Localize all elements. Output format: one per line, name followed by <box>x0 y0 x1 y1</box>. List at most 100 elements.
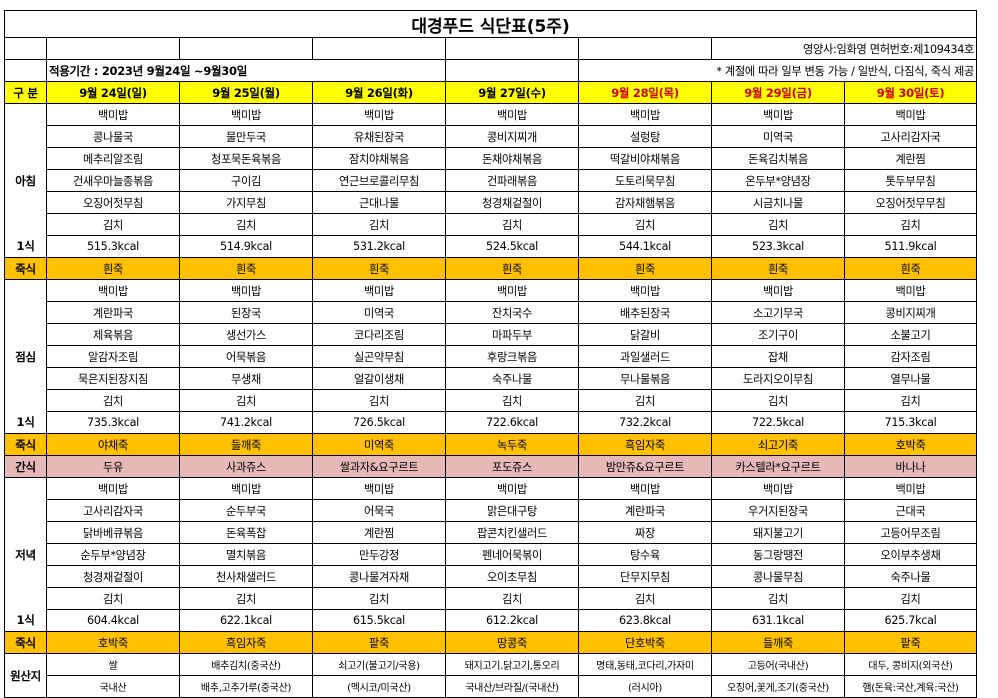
menu-item: 백미밥 <box>578 279 712 302</box>
meal-label <box>4 147 47 170</box>
header-row: 구 분 9월 24일(일) 9월 25일(월) 9월 26일(화) 9월 27일… <box>4 81 978 104</box>
meal-label <box>4 367 47 390</box>
menu-item: 김치 <box>179 587 313 610</box>
menu-item: 동그랑땡전 <box>711 543 845 566</box>
porridge-row: 죽식 야채죽 들깨죽 미역죽 녹두죽 흑임자죽 쇠고기죽 호박죽 <box>4 433 978 456</box>
menu-item: 닭바베큐볶음 <box>46 521 180 544</box>
menu-item: 콩나물국 <box>46 125 180 148</box>
porridge-row-item: 흰죽 <box>179 257 313 280</box>
menu-item-row: 김치 김치 김치 김치 김치 김치 김치 <box>4 213 978 236</box>
menu-item: 김치 <box>46 389 180 412</box>
menu-item: 후랑크볶음 <box>445 345 579 368</box>
menu-item: 백미밥 <box>578 103 712 126</box>
meal-label <box>4 477 47 500</box>
origin-item: 쇠고기(불고기/국용) <box>312 653 446 676</box>
menu-item-row: 김치 김치 김치 김치 김치 김치 김치 <box>4 389 978 412</box>
porridge-row: 죽식 호박죽 흑임자죽 팥죽 땅콩죽 단호박죽 들깨죽 팥죽 <box>4 631 978 654</box>
snack-row-item: 두유 <box>46 455 180 478</box>
porridge-row-item: 호박죽 <box>843 433 978 456</box>
menu-item: 오이초무침 <box>445 565 579 588</box>
menu-item: 단무지무침 <box>578 565 712 588</box>
menu-item: 계란찜 <box>312 521 446 544</box>
menu-item: 순두부*양념장 <box>46 543 180 566</box>
kcal-value: 524.5kcal <box>445 235 579 258</box>
porridge-row-item: 흑임자죽 <box>179 631 313 654</box>
menu-item: 어묵볶음 <box>179 345 313 368</box>
kcal-value: 514.9kcal <box>179 235 313 258</box>
kcal-value: 631.1kcal <box>711 609 845 632</box>
snack-row-item: 포도쥬스 <box>445 455 579 478</box>
menu-item: 무나물볶음 <box>578 367 712 390</box>
menu-item: 소고기무국 <box>711 301 845 324</box>
menu-item: 백미밥 <box>179 477 313 500</box>
kcal-value: 726.5kcal <box>312 411 446 434</box>
menu-item: 돈채야채볶음 <box>445 147 579 170</box>
menu-item: 계란파국 <box>46 301 180 324</box>
menu-item: 시금치나물 <box>711 191 845 214</box>
menu-item: 김치 <box>312 389 446 412</box>
menu-item: 오이부추생채 <box>843 543 978 566</box>
menu-item: 코다리조림 <box>312 323 446 346</box>
menu-item: 맑은대구탕 <box>445 499 579 522</box>
kcal-value: 544.1kcal <box>578 235 712 258</box>
menu-item: 설렁탕 <box>578 125 712 148</box>
menu-item: 콩비지찌개 <box>843 301 978 324</box>
menu-item: 백미밥 <box>843 103 978 126</box>
menu-item: 닭갈비 <box>578 323 712 346</box>
menu-item: 백미밥 <box>711 477 845 500</box>
menu-item-row: 계란파국 된장국 미역국 잔치국수 배추된장국 소고기무국 콩비지찌개 <box>4 301 978 324</box>
porridge-row-label: 죽식 <box>4 631 47 654</box>
origin-item: 고등어(국내산) <box>711 653 845 676</box>
day-header: 9월 30일(토) <box>843 81 978 104</box>
menu-item: 김치 <box>46 587 180 610</box>
porridge-row-item: 미역죽 <box>312 433 446 456</box>
porridge-row-item: 들깨죽 <box>711 631 845 654</box>
kcal-value: 511.9kcal <box>843 235 978 258</box>
menu-item: 펜네어묵볶이 <box>445 543 579 566</box>
menu-item: 소불고기 <box>843 323 978 346</box>
origin-item: (멕시코/미국산) <box>312 675 446 698</box>
menu-item: 멸치볶음 <box>179 543 313 566</box>
menu-item: 고사리감자국 <box>46 499 180 522</box>
kcal-label: 1식 <box>4 609 47 632</box>
menu-item: 백미밥 <box>312 103 446 126</box>
menu-item: 김치 <box>578 213 712 236</box>
porridge-row-item: 흑임자죽 <box>578 433 712 456</box>
menu-item: 백미밥 <box>46 279 180 302</box>
kcal-value: 523.3kcal <box>711 235 845 258</box>
menu-item-row: 청경채겉절이 천사채샐러드 콩나물겨자채 오이초무침 단무지무침 콩나물무침 숙주나물 <box>4 565 978 588</box>
menu-item: 김치 <box>179 389 313 412</box>
menu-item-row: 고사리감자국 순두부국 어묵국 맑은대구탕 계란파국 우거지된장국 근대국 <box>4 499 978 522</box>
menu-item: 김치 <box>843 389 978 412</box>
porridge-row-item: 흰죽 <box>445 257 579 280</box>
day-header: 9월 29일(금) <box>711 81 845 104</box>
kcal-row: 1식 735.3kcal 741.2kcal 726.5kcal 722.6kcal 73… <box>4 411 978 434</box>
menu-item: 김치 <box>445 587 579 610</box>
menu-item: 백미밥 <box>843 279 978 302</box>
menu-item: 메추리알조림 <box>46 147 180 170</box>
origin-item: 배추,고추가루(중국산) <box>179 675 313 698</box>
menu-item: 연근브로콜리무침 <box>312 169 446 192</box>
menu-item: 김치 <box>711 587 845 610</box>
menu-item: 제육볶음 <box>46 323 180 346</box>
kcal-value: 604.4kcal <box>46 609 180 632</box>
menu-item: 백미밥 <box>445 279 579 302</box>
menu-item: 열무나물 <box>843 367 978 390</box>
meal-label <box>4 587 47 610</box>
menu-item-row: 백미밥 백미밥 백미밥 백미밥 백미밥 백미밥 백미밥 <box>4 103 978 126</box>
menu-item: 김치 <box>312 213 446 236</box>
menu-item: 톳두부무침 <box>843 169 978 192</box>
meal-label <box>4 103 47 126</box>
snack-row: 간식 두유 사과쥬스 쌀과자&요구르트 포도쥬스 밤만쥬&요구르트 카스텔라*요구르트 바나나 <box>4 455 978 478</box>
menu-item: 팝콘치킨샐러드 <box>445 521 579 544</box>
origin-item: 명태,동태,코다리,가자미 <box>578 653 712 676</box>
menu-item: 백미밥 <box>711 279 845 302</box>
menu-item: 만두강정 <box>312 543 446 566</box>
porridge-row-item: 들깨죽 <box>179 433 313 456</box>
meal-label: 저녁 <box>4 543 47 566</box>
menu-item: 돈육김치볶음 <box>711 147 845 170</box>
meal-label <box>4 125 47 148</box>
kcal-value: 515.3kcal <box>46 235 180 258</box>
menu-item: 가지무침 <box>179 191 313 214</box>
snack-row-item: 밤만쥬&요구르트 <box>578 455 712 478</box>
